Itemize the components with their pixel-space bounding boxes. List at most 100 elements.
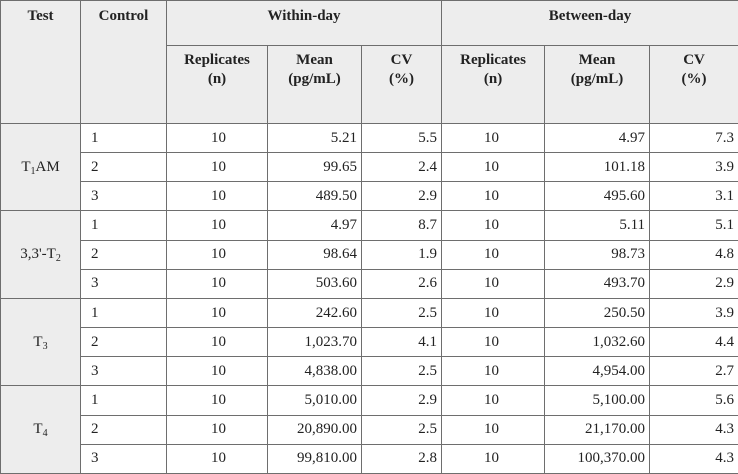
between-mean-cell: 250.50 [544,297,651,329]
control-cell: 1 [80,385,167,416]
test-label-main: T [33,421,43,438]
table-row: T1AM 1 10 5.21 5.5 10 4.97 7.3 [0,122,738,212]
header-between-mean: Mean (pg/mL) [544,45,651,124]
test-label: T3 [0,297,81,387]
between-replicates-cell: 10 [441,122,546,154]
between-cv-cell: 4.3 [649,443,738,474]
between-cv-cell: 2.9 [649,268,738,299]
within-cv-cell: 2.8 [360,443,443,474]
within-cv-cell: 2.5 [360,297,443,329]
header-between-day: Between-day [441,0,738,46]
mean-unit: (pg/mL) [570,71,624,87]
within-replicates-cell: 10 [166,210,268,241]
between-mean-cell: 495.60 [544,181,651,212]
between-mean-cell: 4.97 [544,122,651,154]
control-cell: 1 [80,210,167,241]
table-row: 2 10 99.65 2.4 10 101.18 3.9 [1,152,738,183]
control-cell: 1 [80,297,167,329]
control-cell: 3 [80,181,167,212]
test-label-sub: 1 [30,165,36,177]
within-cv-cell: 2.9 [360,181,443,212]
cv-label: CV [390,52,413,68]
table-row: T4 1 10 5,010.00 2.9 10 5,100.00 5.6 [0,385,738,474]
within-replicates-cell: 10 [166,356,268,387]
cv-unit: (%) [389,71,415,87]
between-mean-cell: 5.11 [544,210,651,241]
mean-unit: (pg/mL) [288,71,341,87]
within-replicates-cell: 10 [166,297,268,329]
within-cv-cell: 5.5 [360,122,443,154]
header-between-replicates: Replicates (n) [441,45,546,124]
test-label-sub: 2 [55,253,61,265]
between-mean-cell: 493.70 [544,268,651,299]
between-cv-cell: 3.1 [649,181,738,212]
within-replicates-cell: 10 [166,268,268,299]
within-cv-cell: 1.9 [360,239,443,270]
control-cell: 1 [80,122,167,154]
within-mean-cell: 99.65 [267,152,362,183]
between-replicates-cell: 10 [441,268,546,299]
test-label: 3,3'-T2 [0,210,81,299]
header-within-mean: Mean (pg/mL) [267,45,362,124]
within-replicates-cell: 10 [166,239,268,270]
cv-unit: (%) [681,71,707,87]
control-cell: 2 [80,414,167,445]
between-cv-cell: 3.9 [649,152,738,183]
test-label-sub: 4 [42,428,48,440]
between-replicates-cell: 10 [441,152,546,183]
within-cv-cell: 2.4 [360,152,443,183]
test-label-main: T [33,333,43,350]
between-replicates-cell: 10 [441,210,546,241]
mean-label: Mean [578,52,616,68]
between-replicates-cell: 10 [441,385,546,416]
within-cv-cell: 2.9 [360,385,443,416]
between-cv-cell: 5.6 [649,385,738,416]
header-control: Control [80,0,167,124]
within-mean-cell: 20,890.00 [267,414,362,445]
within-mean-cell: 5,010.00 [267,385,362,416]
test-label: T4 [0,385,81,474]
between-mean-cell: 4,954.00 [544,356,651,387]
test-label-sub: 3 [42,340,48,352]
test-label-main: T [21,158,31,175]
within-replicates-cell: 10 [166,414,268,445]
table-row: 2 10 1,023.70 4.1 10 1,032.60 4.4 [1,327,738,358]
between-mean-cell: 98.73 [544,239,651,270]
between-replicates-cell: 10 [441,443,546,474]
test-label-suffix: AM [35,158,60,175]
table-row: 2 10 20,890.00 2.5 10 21,170.00 4.3 [1,414,738,445]
within-replicates-cell: 10 [166,181,268,212]
within-mean-cell: 5.21 [267,122,362,154]
within-replicates-cell: 10 [166,152,268,183]
header-within-cv: CV (%) [360,45,443,124]
mean-label: Mean [296,52,333,68]
table-row: 3 10 503.60 2.6 10 493.70 2.9 [1,268,738,299]
between-mean-cell: 5,100.00 [544,385,651,416]
test-label-main: 3,3'-T [20,246,56,263]
control-cell: 2 [80,152,167,183]
between-cv-cell: 4.4 [649,327,738,358]
table-row: 3 10 489.50 2.9 10 495.60 3.1 [1,181,738,212]
between-mean-cell: 21,170.00 [544,414,651,445]
replicates-label: Replicates [460,52,526,68]
header-within-replicates: Replicates (n) [166,45,268,124]
within-mean-cell: 4,838.00 [267,356,362,387]
replicates-label: Replicates [184,52,250,68]
table-row: 3,3'-T2 1 10 4.97 8.7 10 5.11 5.1 [0,210,738,299]
within-cv-cell: 4.1 [360,327,443,358]
between-replicates-cell: 10 [441,327,546,358]
between-cv-cell: 4.3 [649,414,738,445]
replicates-unit: (n) [483,71,503,87]
within-cv-cell: 2.5 [360,414,443,445]
within-cv-cell: 8.7 [360,210,443,241]
between-replicates-cell: 10 [441,297,546,329]
within-mean-cell: 503.60 [267,268,362,299]
header-test: Test [0,0,81,124]
within-mean-cell: 4.97 [267,210,362,241]
between-replicates-cell: 10 [441,239,546,270]
test-label: T1AM [0,122,81,212]
within-replicates-cell: 10 [166,327,268,358]
between-replicates-cell: 10 [441,181,546,212]
table-row: T3 1 10 242.60 2.5 10 250.50 3.9 [0,297,738,387]
